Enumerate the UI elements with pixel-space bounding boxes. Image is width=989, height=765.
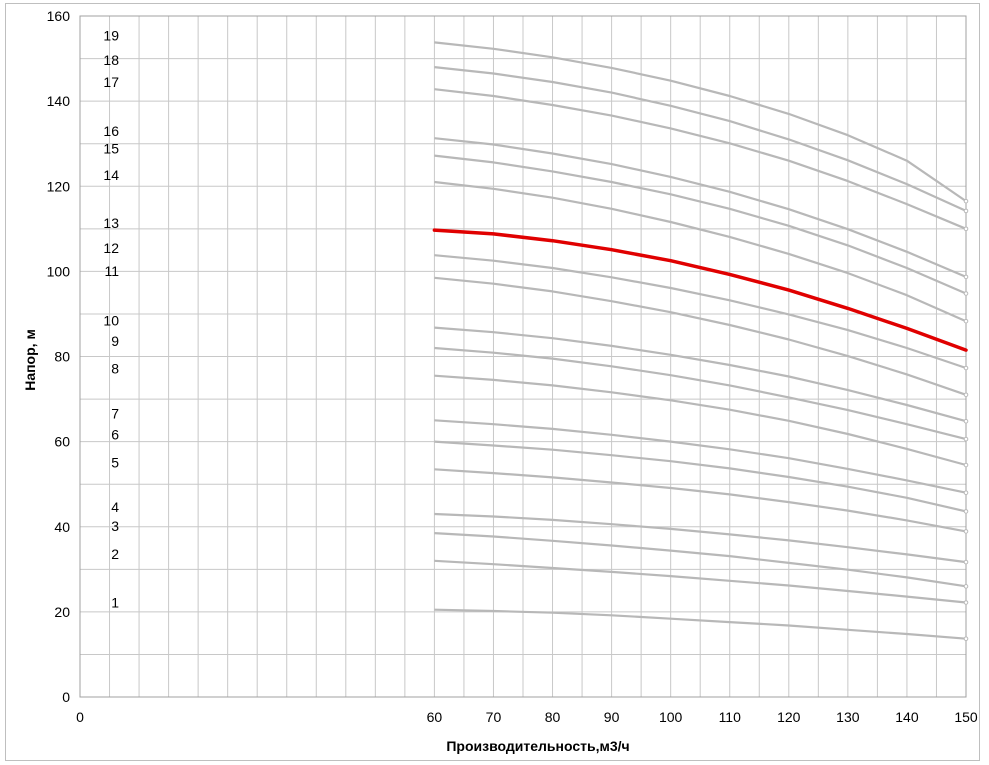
plot-area-border: [79, 15, 967, 698]
series-line: [434, 326, 967, 423]
series-label: 18: [103, 52, 119, 68]
series-label: 4: [111, 499, 119, 515]
series-end-marker: [963, 529, 969, 534]
series-label: 13: [103, 215, 119, 231]
y-tick-label: 100: [47, 263, 71, 279]
x-tick-label: 110: [719, 709, 742, 725]
x-tick-label: 130: [836, 709, 860, 725]
y-tick-label: 0: [62, 689, 70, 705]
series-line: [434, 346, 967, 441]
series-line: [434, 180, 967, 323]
series-label: 9: [111, 333, 119, 349]
series-label: 14: [103, 167, 119, 183]
series-end-marker: [963, 318, 969, 324]
series-line: [434, 88, 967, 230]
series-end-marker: [963, 436, 969, 442]
series-line: [434, 374, 967, 467]
series-line: [434, 66, 967, 212]
x-tick-label: 70: [486, 709, 502, 725]
y-tick-label: 120: [47, 178, 71, 194]
series-line: [434, 512, 967, 564]
series-label: 7: [111, 405, 119, 421]
series-end-marker: [963, 226, 969, 232]
series-line: [434, 154, 967, 295]
series-line: [434, 532, 967, 588]
series-line: [434, 137, 967, 278]
series-label: 16: [103, 123, 119, 139]
y-tick-label: 60: [54, 434, 70, 450]
series-end-marker: [963, 365, 969, 371]
y-tick-label: 160: [47, 8, 71, 24]
series-label: 8: [111, 361, 119, 377]
series-label: 2: [111, 546, 119, 562]
x-tick-label: 60: [427, 709, 443, 725]
series-line: [434, 440, 967, 513]
series-end-marker: [963, 418, 969, 424]
series-end-marker: [963, 490, 969, 496]
series-label: 1: [111, 595, 119, 611]
axes: 0 60 70 80 90 100 110 120 130 140 1500204060801001…: [47, 8, 978, 725]
x-tick-label: 0: [76, 709, 84, 725]
y-tick-label: 140: [47, 93, 71, 109]
series-label: 11: [104, 263, 119, 279]
series-line: [434, 468, 967, 533]
series-end-marker: [963, 198, 969, 204]
series-line: [434, 559, 967, 604]
series-label: 3: [111, 518, 119, 534]
series-line: [434, 419, 967, 494]
x-tick-label: 80: [545, 709, 561, 725]
series-end-marker: [963, 600, 969, 605]
series-label: 15: [103, 141, 119, 157]
x-tick-label: 100: [659, 709, 683, 725]
x-tick-label: 120: [777, 709, 801, 725]
series-end-marker: [963, 208, 969, 214]
series-end-marker: [963, 584, 969, 589]
series-end-marker: [963, 462, 969, 468]
x-tick-label: 90: [604, 709, 620, 725]
series-end-marker: [963, 392, 969, 398]
series-label: 19: [103, 27, 119, 43]
series-label: 10: [103, 313, 119, 329]
y-axis-title: Напор, м: [22, 329, 38, 391]
series-end-marker: [963, 636, 969, 641]
y-tick-label: 80: [54, 349, 70, 365]
x-axis-title: Производительность,м3/ч: [446, 738, 629, 754]
series-label: 6: [111, 427, 119, 443]
series-line: [434, 254, 967, 370]
series-end-marker: [963, 291, 969, 296]
series-line: [434, 276, 967, 396]
y-tick-label: 40: [54, 519, 70, 535]
series-line: [434, 608, 967, 640]
series-label: 17: [103, 74, 119, 90]
series-line: [434, 41, 967, 203]
x-tick-label: 150: [954, 709, 978, 725]
series-label: 5: [111, 454, 119, 470]
series-line-highlight: [432, 228, 968, 352]
series-end-marker: [963, 274, 969, 280]
series-lines: [432, 41, 969, 641]
series-label: 12: [103, 240, 119, 256]
series-end-marker: [963, 559, 969, 565]
series-end-marker: [963, 509, 969, 514]
x-tick-label: 140: [895, 709, 919, 725]
y-tick-label: 20: [54, 604, 70, 620]
